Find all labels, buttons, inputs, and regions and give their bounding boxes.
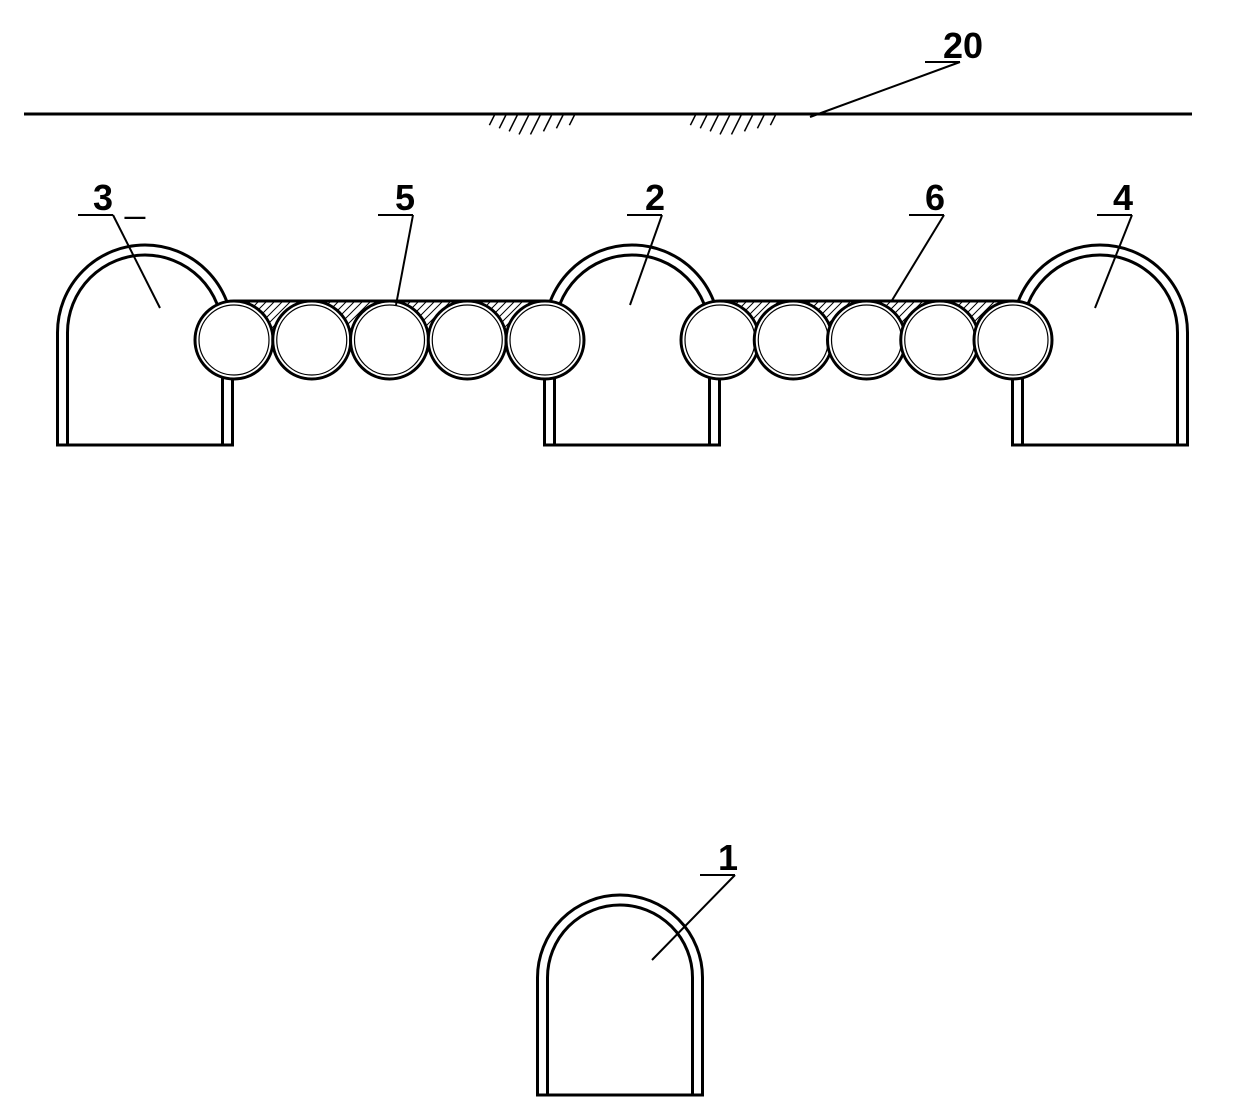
ground-mark [690, 114, 776, 134]
callout-6: 6 [891, 177, 945, 302]
callout-2-label: 2 [645, 177, 665, 218]
callout-5: 5 [378, 177, 415, 305]
callout-4: 4 [1095, 177, 1133, 308]
pipe-row-left [195, 301, 584, 379]
callout-4-label: 4 [1113, 177, 1133, 218]
callout-3-label: 3 [93, 177, 113, 218]
ground-mark [489, 114, 575, 134]
callout-5-label: 5 [395, 177, 415, 218]
callout-20-label: 20 [943, 25, 983, 66]
tunnel-1 [538, 895, 703, 1095]
callout-20: 20 [810, 25, 983, 117]
callout-1-label: 1 [718, 837, 738, 878]
svg-text:_: _ [124, 179, 146, 220]
callout-2: 2 [627, 177, 665, 305]
callout-3: 3_ [78, 177, 160, 308]
pipe-row-right [681, 301, 1052, 379]
callout-6-label: 6 [925, 177, 945, 218]
